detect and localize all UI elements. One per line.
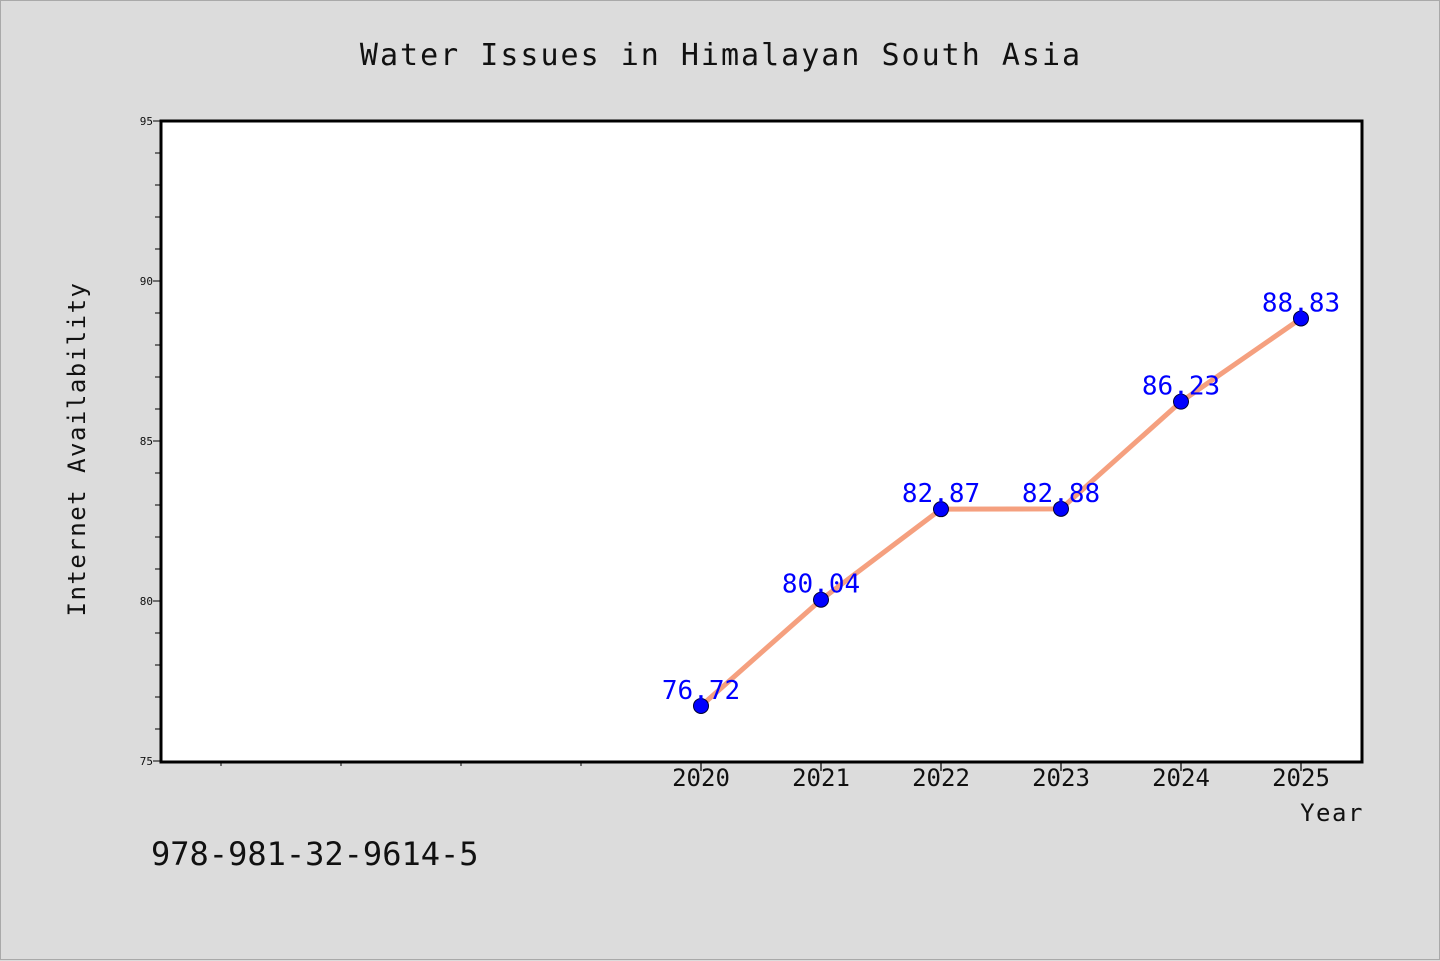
data-point xyxy=(693,697,709,714)
chart-title: Water Issues in Himalayan South Asia xyxy=(360,38,1082,73)
y-tick-label: 95 xyxy=(140,115,153,128)
data-point xyxy=(1173,393,1189,410)
data-label: 80.04 xyxy=(782,570,860,600)
x-axis-label: Year xyxy=(1300,799,1364,827)
y-tick-label: 85 xyxy=(140,435,153,448)
data-label: 88.83 xyxy=(1262,288,1340,318)
data-label: 76.72 xyxy=(662,676,740,706)
plot-border xyxy=(159,119,1364,764)
footer-code: 978-981-32-9614-5 xyxy=(151,835,479,873)
x-tick-label: 2021 xyxy=(792,764,850,792)
data-point xyxy=(1293,310,1309,327)
plot-area xyxy=(161,121,1362,762)
data-labels: 76.72 80.04 82.87 82.88 86.23 88.83 xyxy=(662,288,1340,706)
data-label: 86.23 xyxy=(1142,372,1220,402)
x-tick-label: 2025 xyxy=(1272,764,1330,792)
data-points xyxy=(693,310,1309,714)
data-label: 82.88 xyxy=(1022,479,1100,509)
y-tick-label: 75 xyxy=(140,755,153,768)
y-axis-label: Internet Availability xyxy=(63,282,91,617)
x-tick-label: 2024 xyxy=(1152,764,1210,792)
axis-ticks: 75 80 85 90 95 2020 2021 2022 2023 2024 2025 xyxy=(140,115,1330,792)
x-tick-label: 2020 xyxy=(672,764,730,792)
y-tick-label: 90 xyxy=(140,275,153,288)
data-point xyxy=(1053,500,1069,517)
x-tick-label: 2023 xyxy=(1032,764,1090,792)
x-tick-label: 2022 xyxy=(912,764,970,792)
series-line xyxy=(698,315,1304,709)
data-point xyxy=(933,501,949,518)
data-label: 82.87 xyxy=(902,479,980,509)
data-point xyxy=(813,591,829,608)
y-tick-label: 80 xyxy=(140,595,153,608)
series-line-layer xyxy=(698,315,1304,709)
